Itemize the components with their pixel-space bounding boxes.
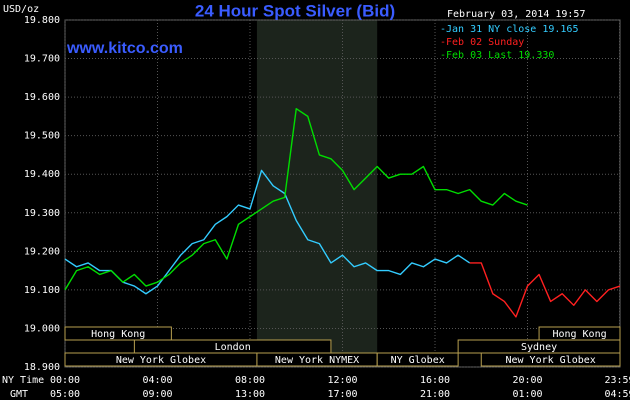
x2-tick-label: 17:00 bbox=[327, 389, 357, 400]
session-box bbox=[376, 352, 459, 367]
x2-tick-label: 04:59 bbox=[604, 389, 630, 400]
y-tick-label: 19.600 bbox=[24, 92, 60, 103]
y-tick-label: 19.300 bbox=[24, 208, 60, 219]
y-tick-label: 19.500 bbox=[24, 131, 60, 142]
y-tick-label: 18.900 bbox=[24, 362, 60, 373]
session-shade bbox=[256, 20, 378, 367]
x2-tick-label: 01:00 bbox=[512, 389, 542, 400]
session-label: Sydney bbox=[521, 342, 557, 353]
session-box bbox=[64, 326, 172, 341]
y-tick-label: 19.200 bbox=[24, 246, 60, 257]
x-tick-label: 00:00 bbox=[50, 375, 80, 386]
x-tick-label: 12:00 bbox=[327, 375, 357, 386]
series-line bbox=[64, 107, 528, 291]
series-line bbox=[64, 169, 471, 295]
legend-entry: -Feb 03 Last 19.330 bbox=[440, 50, 554, 61]
x2-axis-label: GMT bbox=[10, 389, 28, 400]
x2-tick-label: 09:00 bbox=[142, 389, 172, 400]
session-label: New York Globex bbox=[505, 355, 595, 366]
session-label: Hong Kong bbox=[91, 329, 145, 340]
session-label: NY Globex bbox=[391, 355, 445, 366]
unit-label: USD/oz bbox=[3, 4, 39, 15]
x-axis-label: NY Time bbox=[2, 375, 44, 386]
x-tick-label: 20:00 bbox=[512, 375, 542, 386]
x-tick-label: 23:59 bbox=[604, 375, 630, 386]
x2-tick-label: 05:00 bbox=[50, 389, 80, 400]
x2-tick-label: 13:00 bbox=[235, 389, 265, 400]
chart-title: 24 Hour Spot Silver (Bid) bbox=[195, 1, 395, 20]
y-tick-label: 19.000 bbox=[24, 323, 60, 334]
series-line bbox=[469, 262, 621, 318]
session-label: New York NYMEX bbox=[275, 355, 359, 366]
session-label: London bbox=[215, 342, 251, 353]
plot-under bbox=[64, 19, 621, 368]
y-tick-label: 19.400 bbox=[24, 169, 60, 180]
x2-tick-label: 21:00 bbox=[420, 389, 450, 400]
x-tick-label: 08:00 bbox=[235, 375, 265, 386]
y-tick-label: 19.100 bbox=[24, 285, 60, 296]
watermark: www.kitco.com bbox=[66, 40, 183, 57]
legend-entry: -Feb 02 Sunday bbox=[440, 37, 524, 48]
y-tick-label: 19.800 bbox=[24, 15, 60, 26]
session-box bbox=[480, 352, 621, 367]
session-label: Hong Kong bbox=[552, 329, 606, 340]
y-tick-label: 19.700 bbox=[24, 54, 60, 65]
session-label: New York Globex bbox=[116, 355, 206, 366]
timestamp: February 03, 2014 19:57 bbox=[447, 9, 585, 20]
x-tick-label: 04:00 bbox=[142, 375, 172, 386]
legend-entry: -Jan 31 NY close 19.165 bbox=[440, 24, 578, 35]
x-tick-label: 16:00 bbox=[420, 375, 450, 386]
